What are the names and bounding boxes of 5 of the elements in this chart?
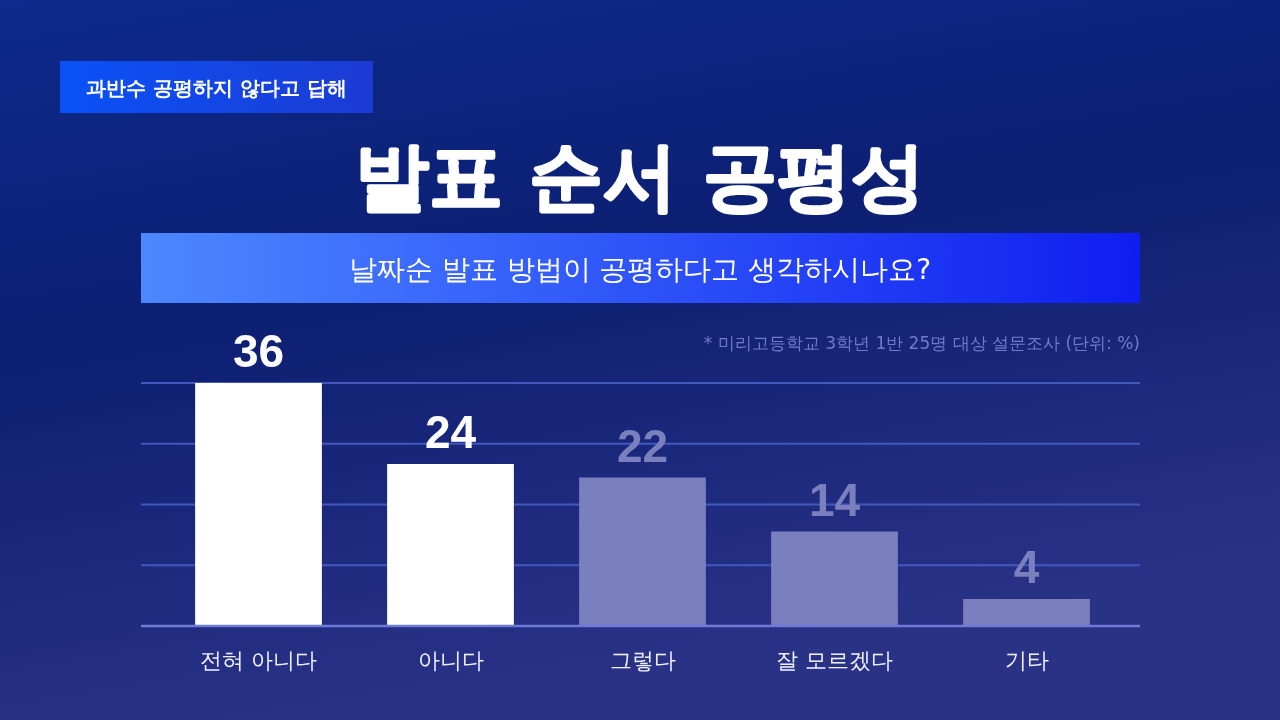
annotation: 과반수 공평하지 않다고 답해 [60,61,373,113]
annotation: * 미리고등학교 3학년 1반 25명 대상 설문조사 (단위: %) [703,333,1140,353]
chart-subtitle: 날짜순 발표 방법이 공평하다고 생각하시나요? [348,253,932,286]
title: 발표 순서 공평성 [355,133,925,219]
subtitle: 날짜순 발표 방법이 공평하다고 생각하시나요? [141,233,1140,303]
